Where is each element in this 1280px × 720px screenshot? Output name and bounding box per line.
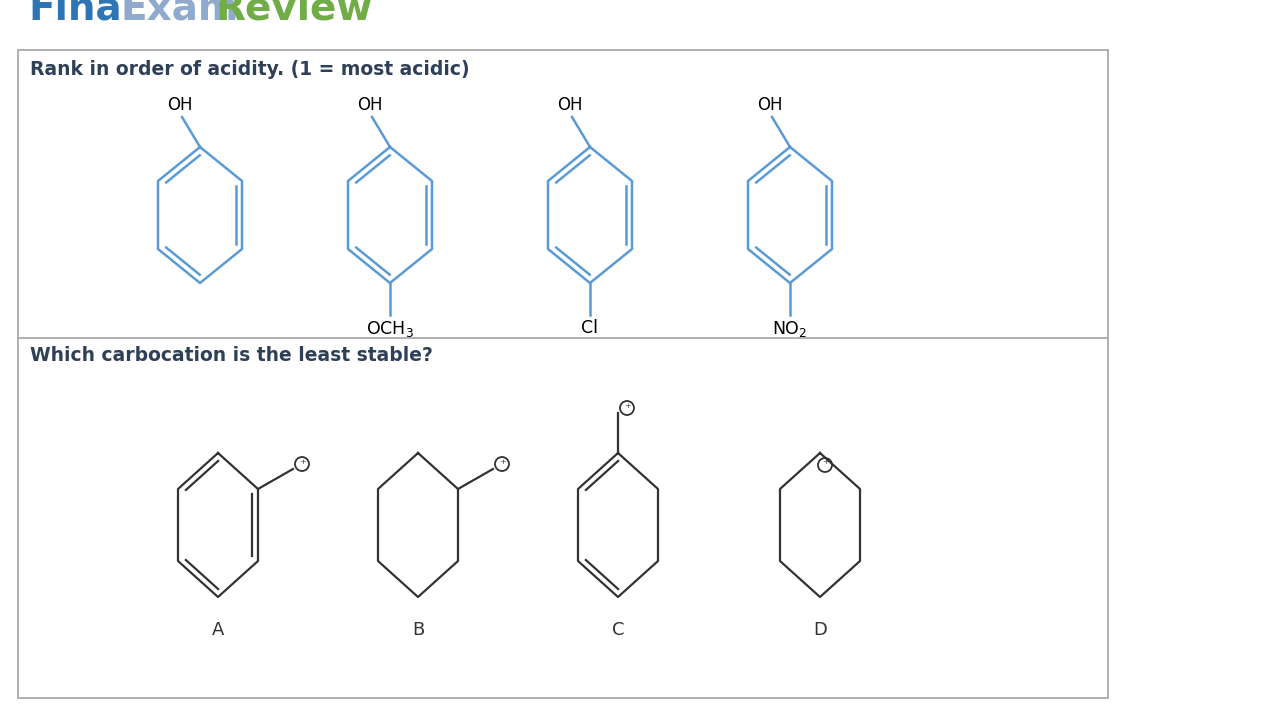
Text: B: B [412,621,424,639]
Text: ⁺: ⁺ [623,402,630,415]
Text: ⁺: ⁺ [499,457,506,470]
Text: OCH$_3$: OCH$_3$ [366,319,413,339]
Text: C: C [612,621,625,639]
Text: D: D [813,621,827,639]
Text: NO$_2$: NO$_2$ [772,319,808,339]
Text: Cl: Cl [581,319,599,337]
Text: ⁺: ⁺ [298,457,306,470]
Text: Rank in order of acidity. (1 = most acidic): Rank in order of acidity. (1 = most acid… [29,60,470,79]
Text: Review: Review [215,0,372,27]
FancyBboxPatch shape [18,50,1108,698]
Text: OH: OH [557,96,582,114]
Text: OH: OH [357,96,383,114]
Text: Exam: Exam [120,0,238,27]
Text: ⁺: ⁺ [822,459,828,472]
Text: OH: OH [758,96,783,114]
Text: Final: Final [28,0,134,27]
Text: OH: OH [168,96,193,114]
Text: Which carbocation is the least stable?: Which carbocation is the least stable? [29,346,433,365]
Text: A: A [211,621,224,639]
